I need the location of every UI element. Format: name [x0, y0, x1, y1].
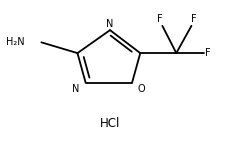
- Text: H₂N: H₂N: [7, 37, 25, 47]
- Text: F: F: [205, 48, 211, 58]
- Text: N: N: [106, 19, 114, 29]
- Text: N: N: [72, 84, 80, 94]
- Text: HCl: HCl: [100, 117, 120, 130]
- Text: F: F: [157, 14, 163, 24]
- Text: F: F: [191, 14, 197, 24]
- Text: O: O: [138, 84, 146, 94]
